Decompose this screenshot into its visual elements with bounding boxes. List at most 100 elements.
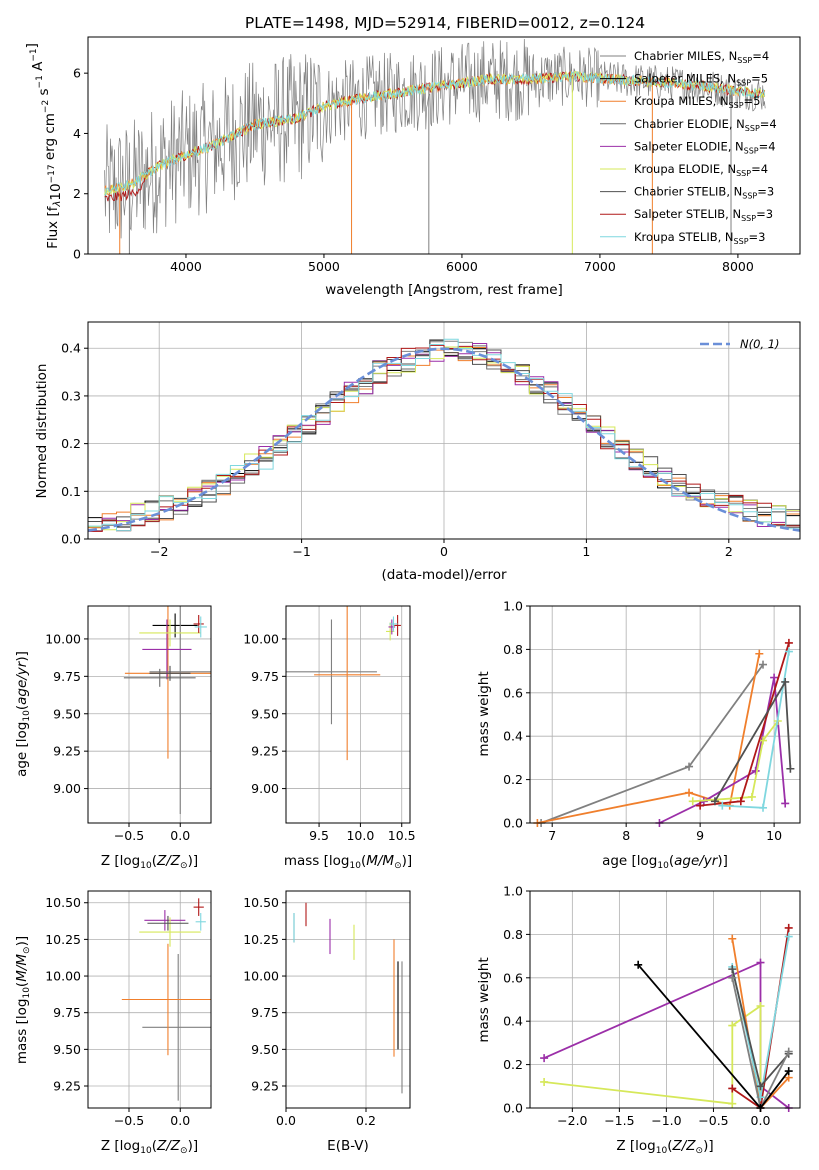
weight-marker [728, 965, 737, 974]
mass-vs-Z-x-label: Z [log10(Z/Z⊙)] [101, 1138, 198, 1156]
age-vs-Z-y-label: age [log10(age/yr)] [14, 651, 32, 777]
y-label-part: −1 [35, 75, 45, 88]
weight-marker [685, 788, 694, 797]
y-tick-label: 9.25 [251, 744, 279, 759]
weight-marker [728, 973, 737, 982]
weight-marker [728, 934, 737, 943]
x-tick-label: 0.0 [170, 828, 190, 843]
y-tick-label: 2 [73, 186, 81, 201]
y-label-part: s [36, 88, 52, 99]
x-tick-label: 9.5 [309, 828, 329, 843]
axes-frame [529, 890, 801, 1109]
legend-subscript: SSP [745, 124, 760, 133]
histogram-step [88, 338, 800, 532]
y-tick-label: 0.0 [503, 1101, 523, 1116]
residual-y-label: Normed distribution [34, 364, 50, 499]
legend-entry: Kroupa ELODIE, NSSP=4 [634, 162, 768, 178]
age-vs-mass-x-label: mass [log10(M/M⊙)] [284, 853, 412, 871]
axes-frame [87, 890, 212, 1109]
axes-frame [285, 890, 411, 1109]
y-tick-label: 10.00 [243, 631, 279, 646]
label-math: age/yr [674, 853, 719, 869]
x-tick-label: −2 [150, 544, 168, 559]
spectrum-panel: 4000 5000 6000 7000 8000 0 2 4 6 wavelength [Angs… [24, 36, 801, 298]
age-vs-Z-x-label: Z [log10(Z/Z⊙)] [101, 853, 198, 871]
axes-frame [87, 36, 801, 255]
label-text: )] [14, 651, 30, 662]
label-text: age [log [14, 722, 30, 777]
label-math: Z/Z [156, 1138, 181, 1154]
y-label-part: −2 [41, 100, 51, 113]
x-tick-label: 8000 [722, 259, 754, 274]
legend-count: =3 [756, 207, 773, 221]
legend-subscript: SSP [742, 192, 757, 201]
weight-marker [756, 958, 765, 967]
x-tick-label: 0.0 [751, 1113, 771, 1128]
legend-count: =5 [751, 72, 768, 86]
x-tick-label: 7 [548, 828, 556, 843]
label-sub: ⊙ [394, 861, 402, 871]
y-tick-label: 10.00 [45, 969, 81, 984]
weight-series [533, 638, 795, 827]
weight-marker [718, 801, 727, 810]
label-sub: 10 [656, 1146, 668, 1156]
label-text: mass [log [284, 853, 350, 869]
y-tick-label: 9.00 [251, 781, 279, 796]
x-tick-label: −1 [292, 544, 310, 559]
label-text: age [log [602, 853, 657, 869]
label-math: age/yr [14, 660, 30, 705]
label-text: Z [log [101, 1138, 140, 1154]
error-bars [286, 606, 401, 761]
legend-subscript: SSP [741, 214, 756, 223]
y-tick-label: 10.50 [243, 895, 279, 910]
legend-subscript: SSP [736, 79, 751, 88]
label-text: ( [14, 982, 30, 987]
y-tick-label: 0.4 [61, 341, 81, 356]
weight-marker [784, 1067, 793, 1076]
legend-entry: Salpeter ELODIE, NSSP=4 [634, 139, 776, 155]
axes-frame [87, 605, 212, 824]
weight-line [692, 720, 779, 803]
spectrum-lines [104, 38, 766, 254]
y-label-part: ] [24, 43, 40, 48]
y-tick-label: 9.75 [53, 1005, 81, 1020]
label-text: )] [188, 1138, 199, 1154]
weight-series [540, 923, 793, 1112]
legend-count: =4 [751, 162, 768, 176]
mass-weight-vs-Z-y-label: mass weight [476, 957, 492, 1042]
y-label-part: λ [52, 201, 63, 208]
weight-marker [540, 1077, 549, 1086]
weight-marker [756, 1002, 765, 1011]
x-tick-label: −1.0 [651, 1113, 681, 1128]
weight-marker [688, 797, 697, 806]
legend-subscript: SSP [734, 237, 749, 246]
y-tick-label: 0.1 [61, 484, 81, 499]
y-tick-label: 0.6 [503, 970, 523, 985]
label-text: ( [669, 853, 674, 869]
y-tick-label: 6 [73, 66, 81, 81]
x-tick-label: −1.5 [604, 1113, 634, 1128]
x-tick-label: 10 [766, 828, 782, 843]
label-sub: 10 [22, 710, 32, 722]
label-text: ( [152, 1138, 157, 1154]
x-tick-label: 1 [582, 544, 590, 559]
spectrum-x-label: wavelength [Angstrom, rest frame] [325, 282, 563, 298]
y-tick-label: 0.2 [503, 1057, 523, 1072]
legend-name: Kroupa ELODIE, N [634, 162, 736, 176]
x-tick-label: 8 [622, 828, 630, 843]
y-tick-label: 1.0 [503, 884, 523, 899]
error-bars [293, 902, 403, 1094]
mass-vs-EBV-x-label: E(B-V) [327, 1138, 369, 1154]
x-tick-label: −2.0 [557, 1113, 587, 1128]
label-sub: 10 [140, 1146, 152, 1156]
weight-marker [759, 660, 768, 669]
y-tick-label: 0.2 [503, 772, 523, 787]
mass-weight-vs-Z-panel: −2.0 −1.5 −1.0 −0.5 0.0 0.0 0.2 0.4 0.6 0.8 1.0 Z [… [476, 884, 801, 1156]
weight-marker [759, 803, 768, 812]
weight-marker [784, 923, 793, 932]
label-sub: ⊙ [696, 1146, 704, 1156]
weight-marker [784, 932, 793, 941]
